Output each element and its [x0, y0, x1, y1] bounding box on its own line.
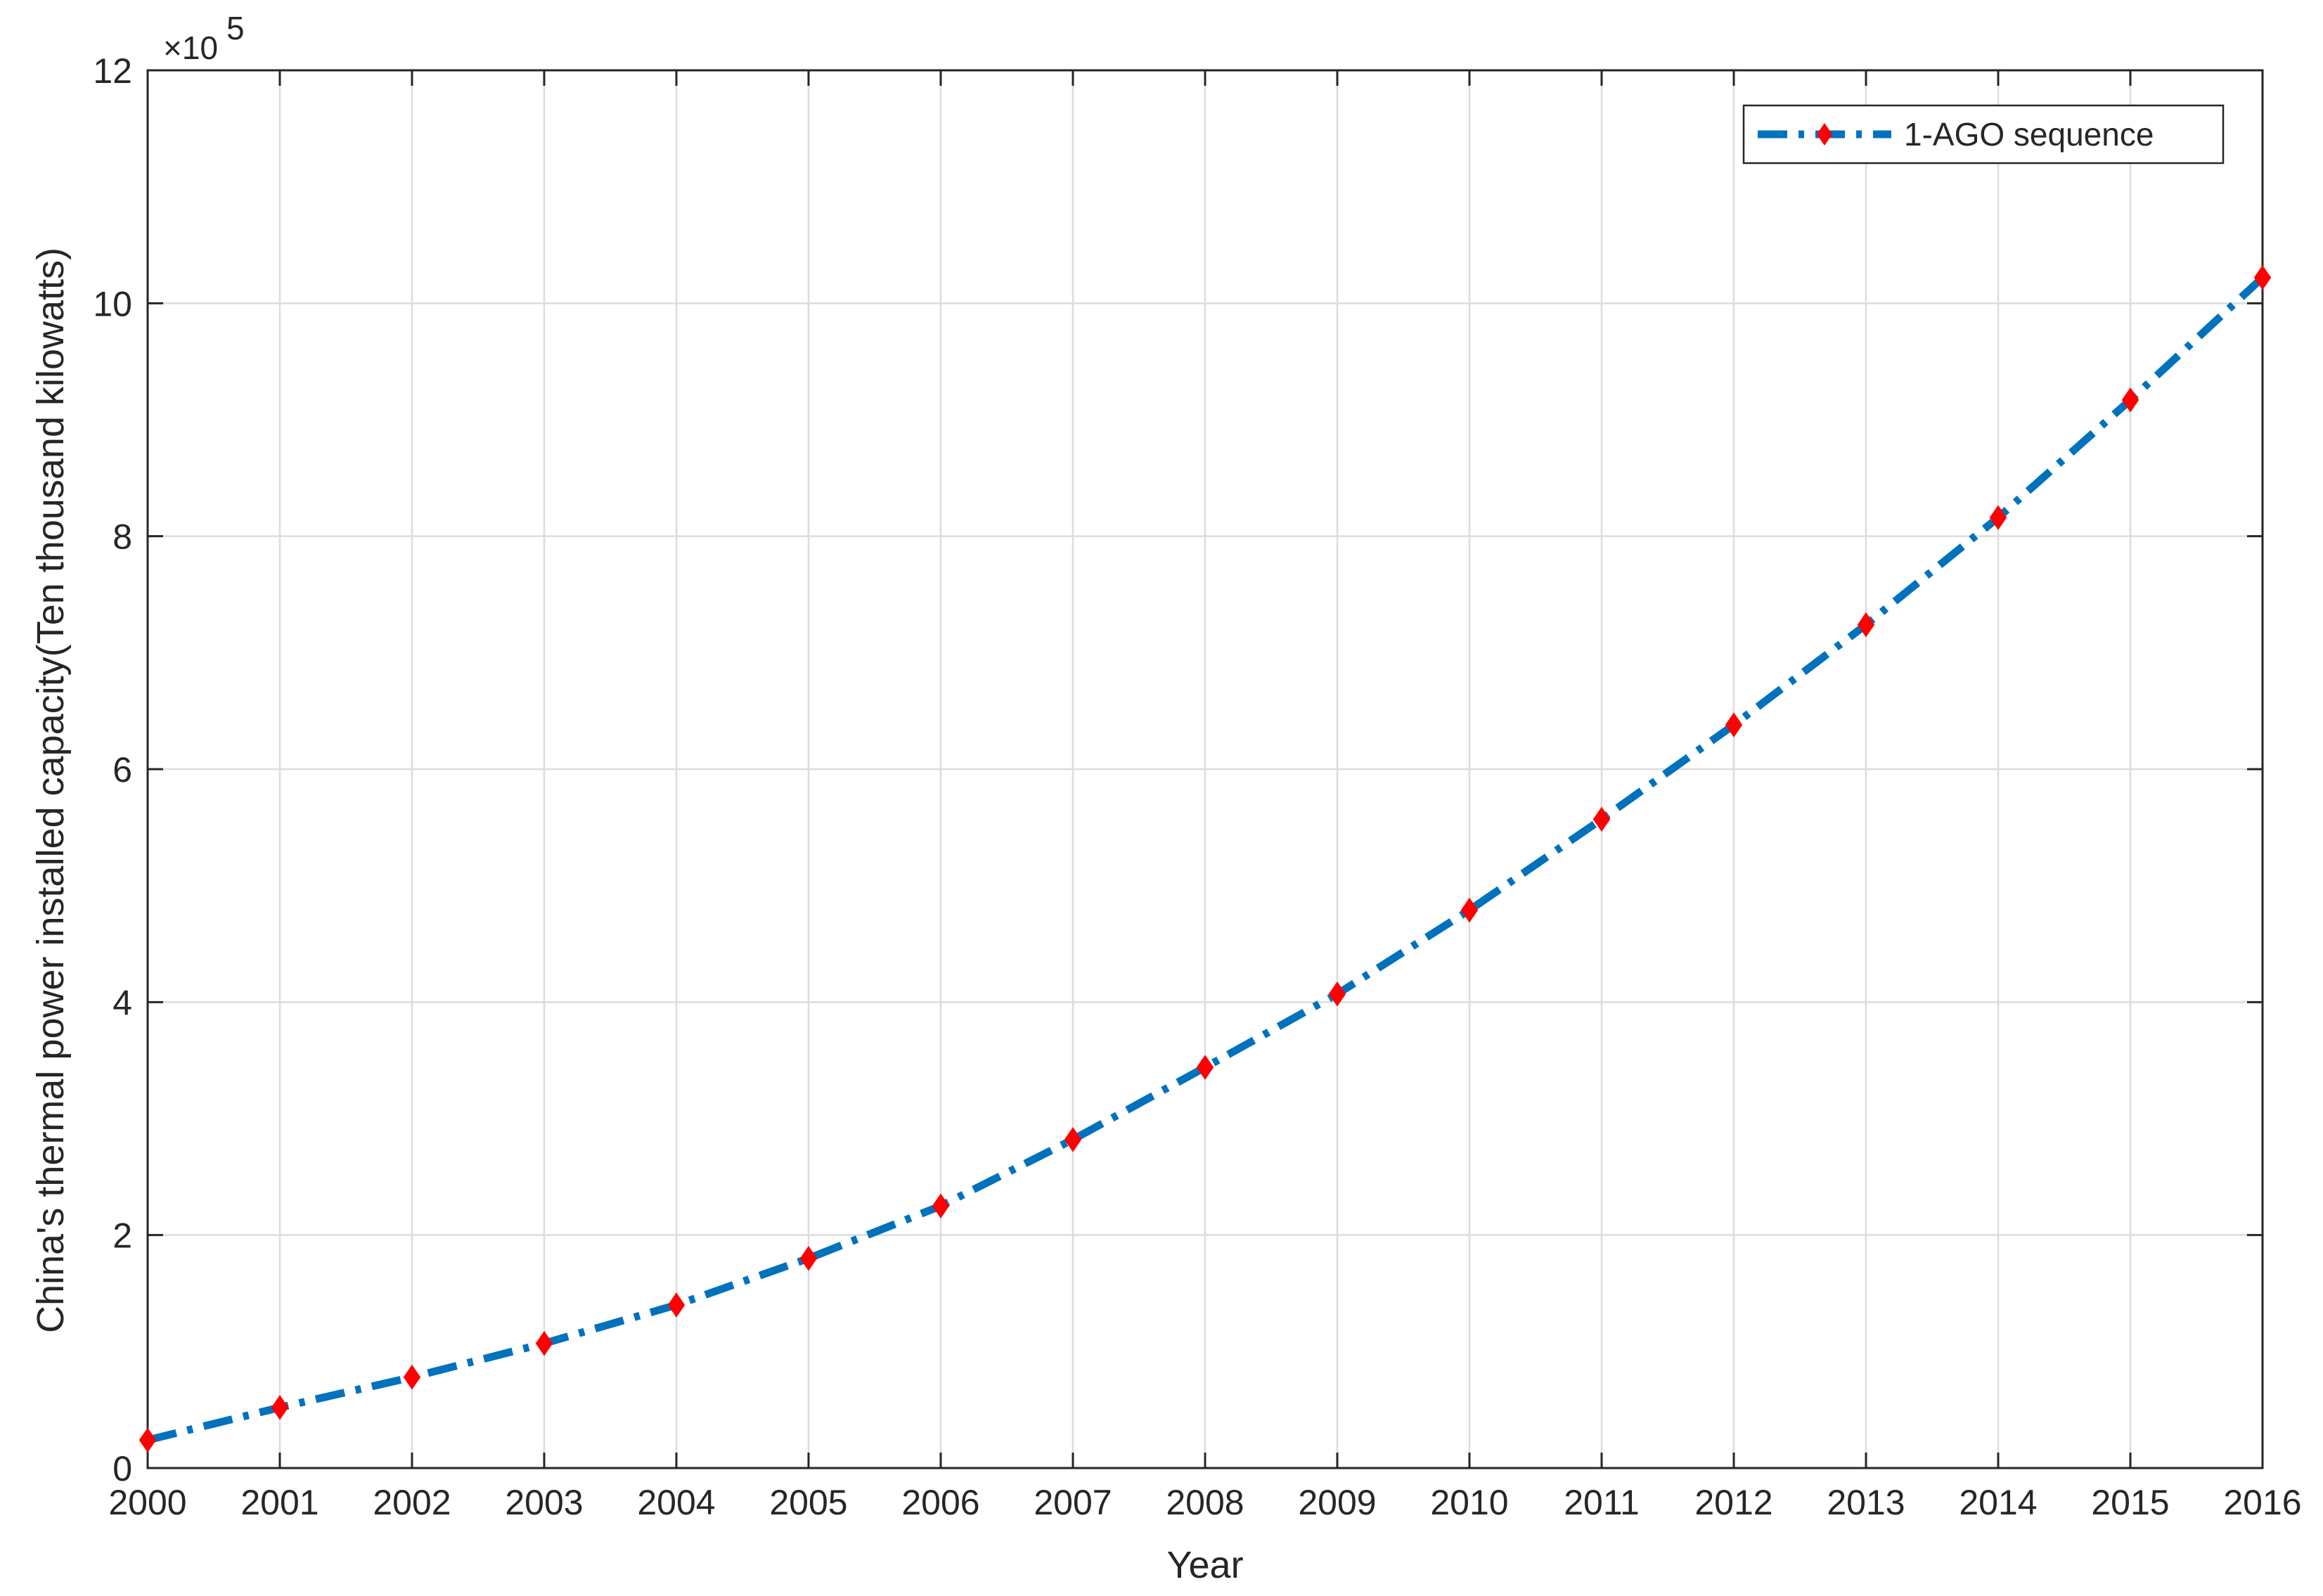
data-point — [2253, 265, 2272, 290]
y-axis-label: China's thermal power installed capacity… — [30, 247, 72, 1333]
x-tick-label: 2006 — [901, 1483, 979, 1522]
data-point — [1328, 981, 1346, 1007]
data-point — [932, 1193, 950, 1219]
x-axis-label: Year — [1166, 1544, 1243, 1586]
y-exponent-base: ×10 — [163, 30, 218, 66]
legend: 1-AGO sequence — [1742, 104, 2225, 165]
x-tick-label: 2014 — [1959, 1483, 2037, 1522]
y-axis-exponent: ×10 5 — [163, 10, 245, 66]
y-tick-label: 0 — [112, 1449, 132, 1488]
x-tick-labels: 2000 2001 2002 2003 2004 2005 2006 2007 2008 2009… — [108, 1483, 2301, 1522]
x-tick-label: 2012 — [1694, 1483, 1772, 1522]
y-tick-label: 2 — [112, 1216, 132, 1256]
data-point — [1989, 505, 2007, 530]
x-tick-label: 2005 — [769, 1483, 847, 1522]
x-tick-label: 2008 — [1166, 1483, 1244, 1522]
series-layer — [139, 265, 2272, 1453]
grid-lines — [146, 69, 2264, 1469]
x-tick-label: 2004 — [637, 1483, 715, 1522]
x-tick-label: 2016 — [2223, 1483, 2301, 1522]
data-point — [1857, 612, 1875, 638]
x-tick-label: 2001 — [240, 1483, 318, 1522]
legend-marker-sample — [1817, 123, 1832, 146]
data-point — [139, 1427, 157, 1453]
x-tick-label: 2011 — [1564, 1483, 1640, 1522]
y-tick-label: 6 — [112, 750, 132, 790]
y-tick-label: 4 — [112, 983, 132, 1022]
series-line — [146, 274, 2265, 1444]
data-point — [1460, 897, 1479, 923]
x-tick-label: 2007 — [1034, 1483, 1112, 1522]
x-tick-label: 2015 — [2091, 1483, 2169, 1522]
legend-label: 1-AGO sequence — [1904, 116, 2154, 153]
data-point — [1725, 712, 1743, 738]
data-point — [2121, 387, 2139, 413]
data-point — [1592, 806, 1611, 832]
y-tick-label: 12 — [93, 51, 132, 91]
data-point — [403, 1365, 421, 1390]
data-point — [799, 1246, 818, 1271]
x-tick-label: 2010 — [1430, 1483, 1508, 1522]
y-tick-label: 10 — [93, 284, 132, 323]
x-tick-label: 2002 — [373, 1483, 451, 1522]
data-point — [667, 1292, 686, 1318]
x-tick-label: 2009 — [1298, 1483, 1376, 1522]
y-exponent-power: 5 — [226, 10, 245, 46]
data-point — [271, 1395, 289, 1420]
y-tick-labels: 0 2 4 6 8 10 12 — [93, 51, 132, 1488]
data-point — [1196, 1055, 1214, 1080]
x-tick-label: 2003 — [505, 1483, 583, 1522]
x-tick-label: 2013 — [1827, 1483, 1905, 1522]
data-point — [1064, 1127, 1082, 1152]
axis-ticks — [146, 69, 2264, 1469]
x-tick-label: 2000 — [108, 1483, 186, 1522]
y-tick-label: 8 — [112, 517, 132, 557]
data-point — [535, 1330, 553, 1356]
